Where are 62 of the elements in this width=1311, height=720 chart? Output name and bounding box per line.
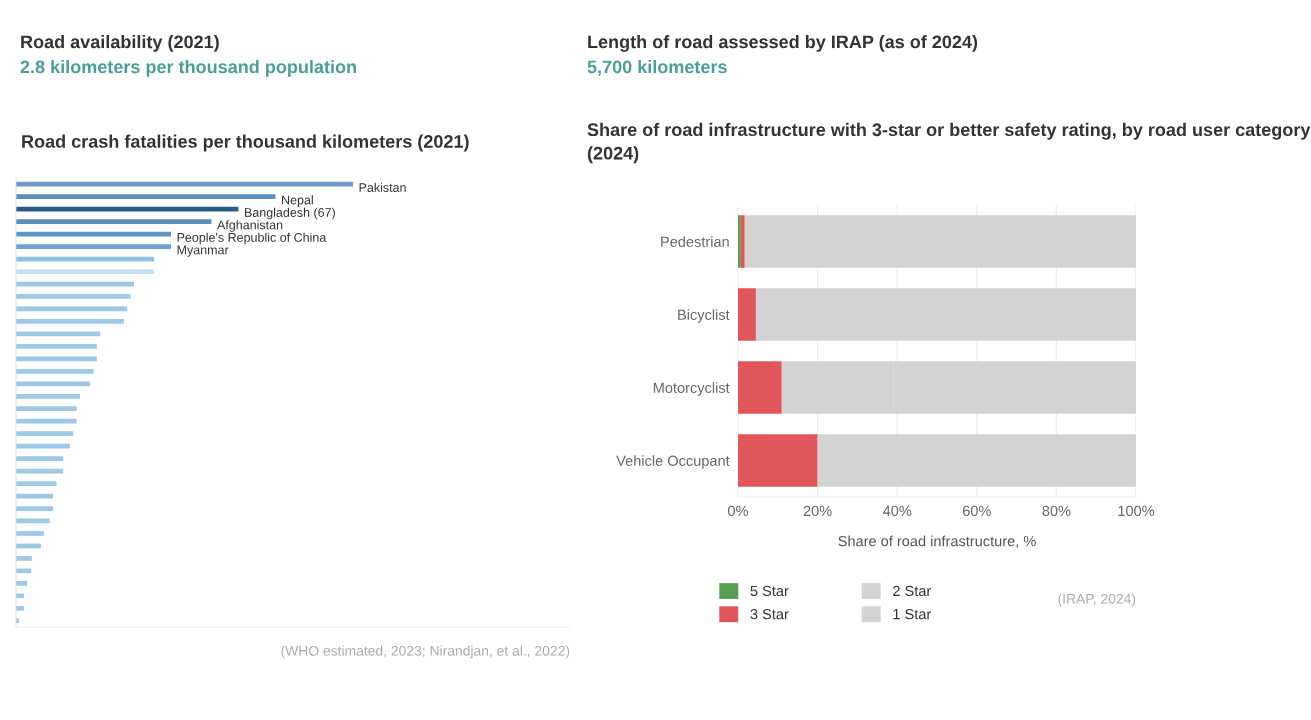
chart-title: Road crash fatalities per thousand kilometers (2021) <box>22 134 469 152</box>
bar <box>740 215 745 268</box>
bar <box>738 361 782 414</box>
y-tick-label: Motorcyclist <box>653 382 730 396</box>
legend-label: 1 Star <box>893 608 932 620</box>
bar <box>738 434 818 487</box>
bar <box>16 443 70 449</box>
legend-label: 3 Star <box>750 608 789 620</box>
bar <box>16 456 64 461</box>
bar <box>16 605 25 611</box>
bar <box>16 506 54 511</box>
y-tick-label: Pedestrian <box>661 236 729 247</box>
y-tick-label: Myanmar <box>177 245 229 257</box>
bar <box>16 244 172 249</box>
bar <box>16 368 94 374</box>
bar <box>738 215 741 268</box>
bar <box>738 288 756 341</box>
bar <box>16 431 74 437</box>
chart-title: Share of road infrastructure with 3-star or better safety rating, by road user category (2024) <box>587 122 1311 164</box>
bar <box>16 418 77 424</box>
y-tick-label: Afghanistan <box>217 220 283 232</box>
bar <box>16 381 91 387</box>
text: Road availability (2021) <box>21 35 219 52</box>
y-tick-label: Nepal <box>282 195 313 207</box>
x-tick-label: 0% <box>728 505 749 517</box>
bar <box>16 556 32 561</box>
bar <box>16 344 97 349</box>
bar <box>16 531 44 536</box>
x-tick-label: 20% <box>803 505 832 517</box>
bar <box>16 194 276 200</box>
x-axis-title: Share of road infrastructure, % <box>838 535 1036 549</box>
bar <box>16 481 57 486</box>
bar <box>744 215 1136 268</box>
y-tick-label: Bangladesh (67) <box>245 207 335 220</box>
legend-label: 2 Star <box>893 585 932 597</box>
bar <box>16 580 28 586</box>
x-tick-label: 100% <box>1118 505 1155 517</box>
bar <box>16 294 131 299</box>
bar <box>16 393 81 399</box>
bar <box>16 356 97 362</box>
text: (IRAP, 2024) <box>1058 593 1136 607</box>
text: (WHO estimated, 2023; Nirandjan, et al., 2022) <box>281 645 570 659</box>
bar <box>16 319 124 324</box>
text: 5,700 kilometers <box>587 60 727 76</box>
y-tick-label: Vehicle Occupant <box>616 455 730 469</box>
y-tick-label: Pakistan <box>359 182 406 192</box>
bar <box>16 219 212 225</box>
x-tick-label: 60% <box>962 505 991 517</box>
bar <box>755 288 1136 341</box>
bar <box>16 181 353 187</box>
text: Length of road assessed by IRAP (as of 2024) <box>588 35 978 52</box>
bar <box>16 206 239 212</box>
bar <box>16 269 155 274</box>
bar <box>16 406 77 412</box>
legend-label: 5 Star <box>750 585 789 597</box>
bar <box>817 434 1136 487</box>
y-tick-label: Bicyclist <box>678 309 730 323</box>
x-tick-label: 80% <box>1042 505 1071 517</box>
x-tick-label: 40% <box>882 505 912 517</box>
text: 2.8 kilometers per thousand population <box>20 60 356 77</box>
bar <box>16 593 25 599</box>
y-tick-label: People's Republic of China <box>177 232 327 245</box>
